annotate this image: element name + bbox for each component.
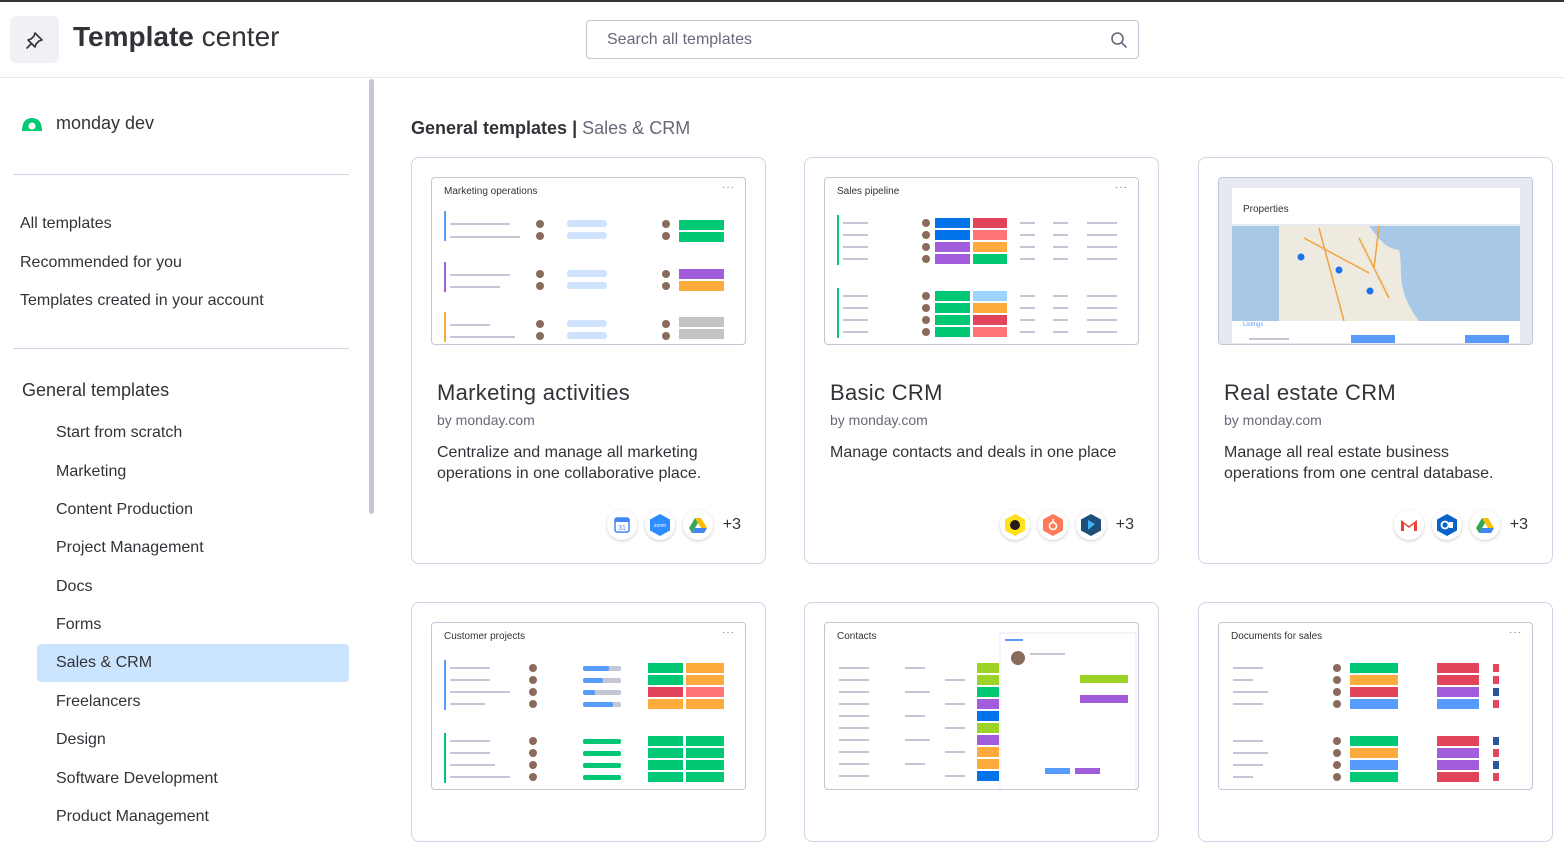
template-name: Basic CRM (830, 380, 943, 405)
zoom-icon: zoom (644, 510, 675, 540)
category-project-management[interactable]: Project Management (56, 539, 204, 556)
more-integrations-count: +3 (1509, 516, 1528, 533)
pin-icon (25, 31, 43, 49)
template-card-contacts[interactable]: Contacts (804, 602, 1159, 842)
search-box[interactable] (586, 20, 1139, 59)
preview-board (839, 632, 1137, 789)
template-center-logo (10, 16, 59, 63)
google-drive-icon (682, 510, 713, 540)
template-name: Real estate CRM (1224, 380, 1397, 405)
preview-map (1219, 178, 1532, 344)
template-author: by monday.com (830, 412, 928, 428)
category-product-management[interactable]: Product Management (56, 808, 209, 825)
template-preview: Customer projects ··· (431, 622, 746, 790)
section-title-general[interactable]: General templates (22, 380, 170, 400)
integration-list: 31 zoom +3 (606, 510, 741, 540)
integration-list: +3 (1393, 510, 1528, 540)
category-software-development[interactable]: Software Development (56, 770, 218, 787)
category-marketing[interactable]: Marketing (56, 463, 127, 480)
nav-created-in-account[interactable]: Templates created in your account (20, 292, 264, 309)
nav-all-templates[interactable]: All templates (20, 215, 112, 232)
svg-text:zoom: zoom (654, 523, 666, 529)
outlook-icon (1431, 510, 1462, 540)
more-integrations-count: +3 (722, 516, 741, 533)
page-title: Template center (73, 21, 280, 52)
svg-text:31: 31 (618, 525, 626, 532)
mailchimp-icon (999, 510, 1030, 540)
preview-board (444, 211, 724, 342)
breadcrumb: General templates | Sales & CRM (411, 118, 691, 138)
workspace-name: monday dev (56, 113, 155, 133)
sidebar-divider (13, 348, 349, 349)
more-icon: ··· (1115, 182, 1128, 193)
workspace-switcher[interactable]: monday dev (20, 113, 154, 134)
template-preview: Contacts (824, 622, 1139, 790)
more-icon: ··· (722, 182, 735, 193)
template-author: by monday.com (437, 412, 535, 428)
template-preview: Sales pipeline ··· (824, 177, 1139, 345)
template-preview: Documents for sales ··· (1218, 622, 1533, 790)
nav-recommended[interactable]: Recommended for you (20, 254, 182, 271)
template-card-marketing-activities[interactable]: Marketing operations ··· (411, 157, 766, 564)
category-content-production[interactable]: Content Production (56, 501, 193, 518)
template-description: Manage all real estate business operatio… (1224, 444, 1494, 482)
category-forms[interactable]: Forms (56, 616, 102, 633)
search-icon[interactable] (1110, 31, 1128, 49)
template-author: by monday.com (1224, 412, 1322, 428)
sidebar-scrollbar[interactable] (369, 79, 374, 514)
template-description: Centralize and manage all marketing oper… (437, 444, 702, 482)
header: Template center (0, 2, 1564, 78)
more-icon: ··· (1509, 627, 1522, 638)
category-design[interactable]: Design (56, 731, 106, 748)
more-integrations-count: +3 (1115, 516, 1134, 533)
template-description: Manage contacts and deals in one place (830, 444, 1117, 461)
category-freelancers[interactable]: Freelancers (56, 693, 141, 710)
preview-board (837, 215, 1117, 338)
preview-board (1233, 663, 1499, 782)
sidebar-divider (13, 174, 349, 175)
more-icon: ··· (722, 627, 735, 638)
template-card-real-estate-crm[interactable]: Properties Listings Real estate CRM by m… (1198, 157, 1553, 564)
google-drive-icon (1469, 510, 1500, 540)
gmail-icon (1393, 510, 1424, 540)
template-card-customer-projects[interactable]: Customer projects ··· (411, 602, 766, 842)
window-top-border (0, 0, 1564, 2)
dynamics-icon (1075, 510, 1106, 540)
template-card-documents-for-sales[interactable]: Documents for sales ··· (1198, 602, 1553, 842)
google-calendar-icon: 31 (606, 510, 637, 540)
integration-list: +3 (999, 510, 1134, 540)
monday-dev-logo-icon (22, 117, 42, 131)
category-sales-crm[interactable]: Sales & CRM (37, 644, 349, 682)
template-preview: Properties Listings (1218, 177, 1533, 345)
template-preview: Marketing operations ··· (431, 177, 746, 345)
template-name: Marketing activities (437, 380, 631, 405)
search-input[interactable] (588, 22, 1088, 57)
category-start-from-scratch[interactable]: Start from scratch (56, 424, 183, 441)
preview-board (444, 660, 724, 783)
template-card-basic-crm[interactable]: Sales pipeline ··· (804, 157, 1159, 564)
hubspot-icon (1037, 510, 1068, 540)
category-docs[interactable]: Docs (56, 578, 93, 595)
